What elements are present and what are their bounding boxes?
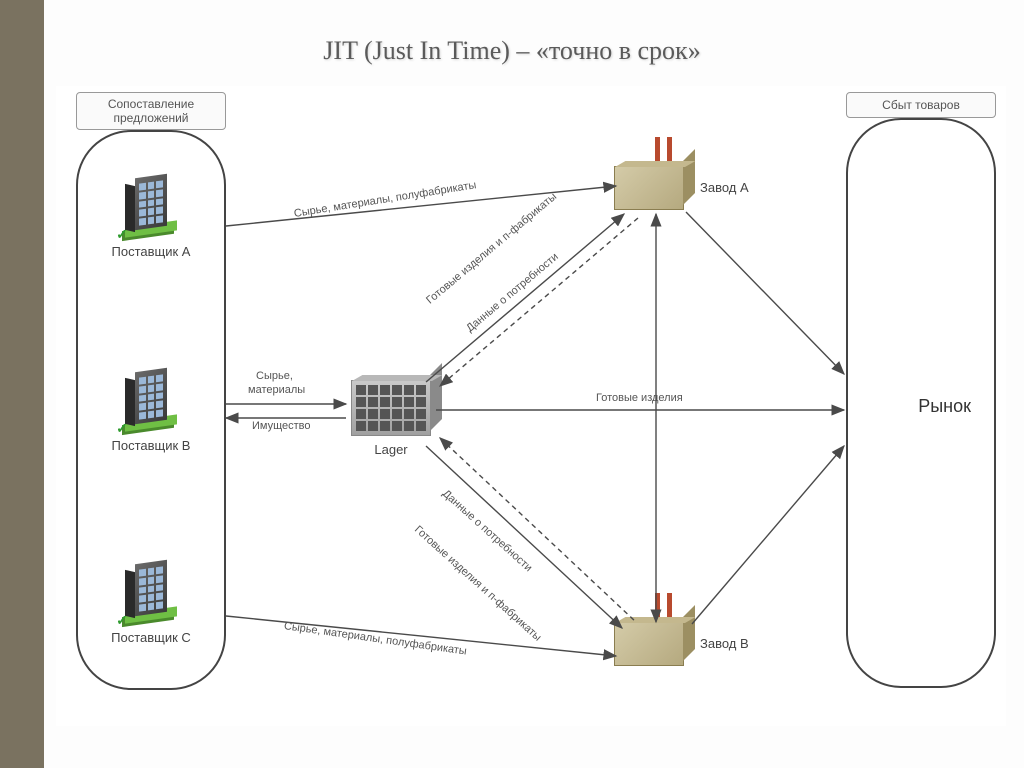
flow-label: Имущество [252,420,311,432]
suppliers-header: Сопоставление предложений [76,92,226,130]
building-icon: ✓ [121,170,181,240]
factory-label: Завод A [700,180,749,195]
check-icon: ✓ [115,226,129,240]
flow-label: материалы [248,384,305,396]
market-header: Сбыт товаров [846,92,996,118]
slide-title: JIT (Just In Time) – «точно в срок» [0,36,1024,66]
suppliers-header-text: Сопоставление предложений [108,97,194,125]
factory-node: Завод B [614,622,724,666]
flow-edge [440,438,636,622]
check-icon: ✓ [115,612,129,626]
warehouse-icon [351,380,431,436]
supplier-label: Поставщик B [96,438,206,453]
factory-icon [614,166,684,210]
flow-label: Готовые изделия [596,392,683,404]
check-icon: ✓ [115,420,129,434]
flow-label: Сырье, [256,370,293,382]
diagram-canvas: Сопоставление предложений Сбыт товаров Р… [56,86,1006,726]
flow-label: Сырье, материалы, полуфабрикаты [283,620,467,658]
flow-label: Готовые изделия и п-фабрикаты [424,191,559,307]
supplier-node: ✓ Поставщик A [96,170,206,259]
flow-edge [440,218,638,386]
flow-edge [426,214,624,382]
supplier-node: ✓ Поставщик B [96,364,206,453]
warehouse-lager: Lager [346,380,436,457]
factory-label: Завод B [700,636,749,651]
building-icon: ✓ [121,364,181,434]
supplier-label: Поставщик C [96,630,206,645]
decorative-sidebar [0,0,44,768]
building-icon: ✓ [121,556,181,626]
supplier-label: Поставщик A [96,244,206,259]
lager-label: Lager [346,442,436,457]
market-label: Рынок [918,396,971,417]
supplier-node: ✓ Поставщик C [96,556,206,645]
factory-icon [614,622,684,666]
flow-label: Готовые изделия и п-фабрикаты [412,524,544,644]
flow-edge [692,446,844,624]
factory-node: Завод A [614,166,724,210]
flow-label: Сырье, материалы, полуфабрикаты [293,179,477,220]
flow-edge [426,446,622,628]
flow-edge [686,212,844,374]
